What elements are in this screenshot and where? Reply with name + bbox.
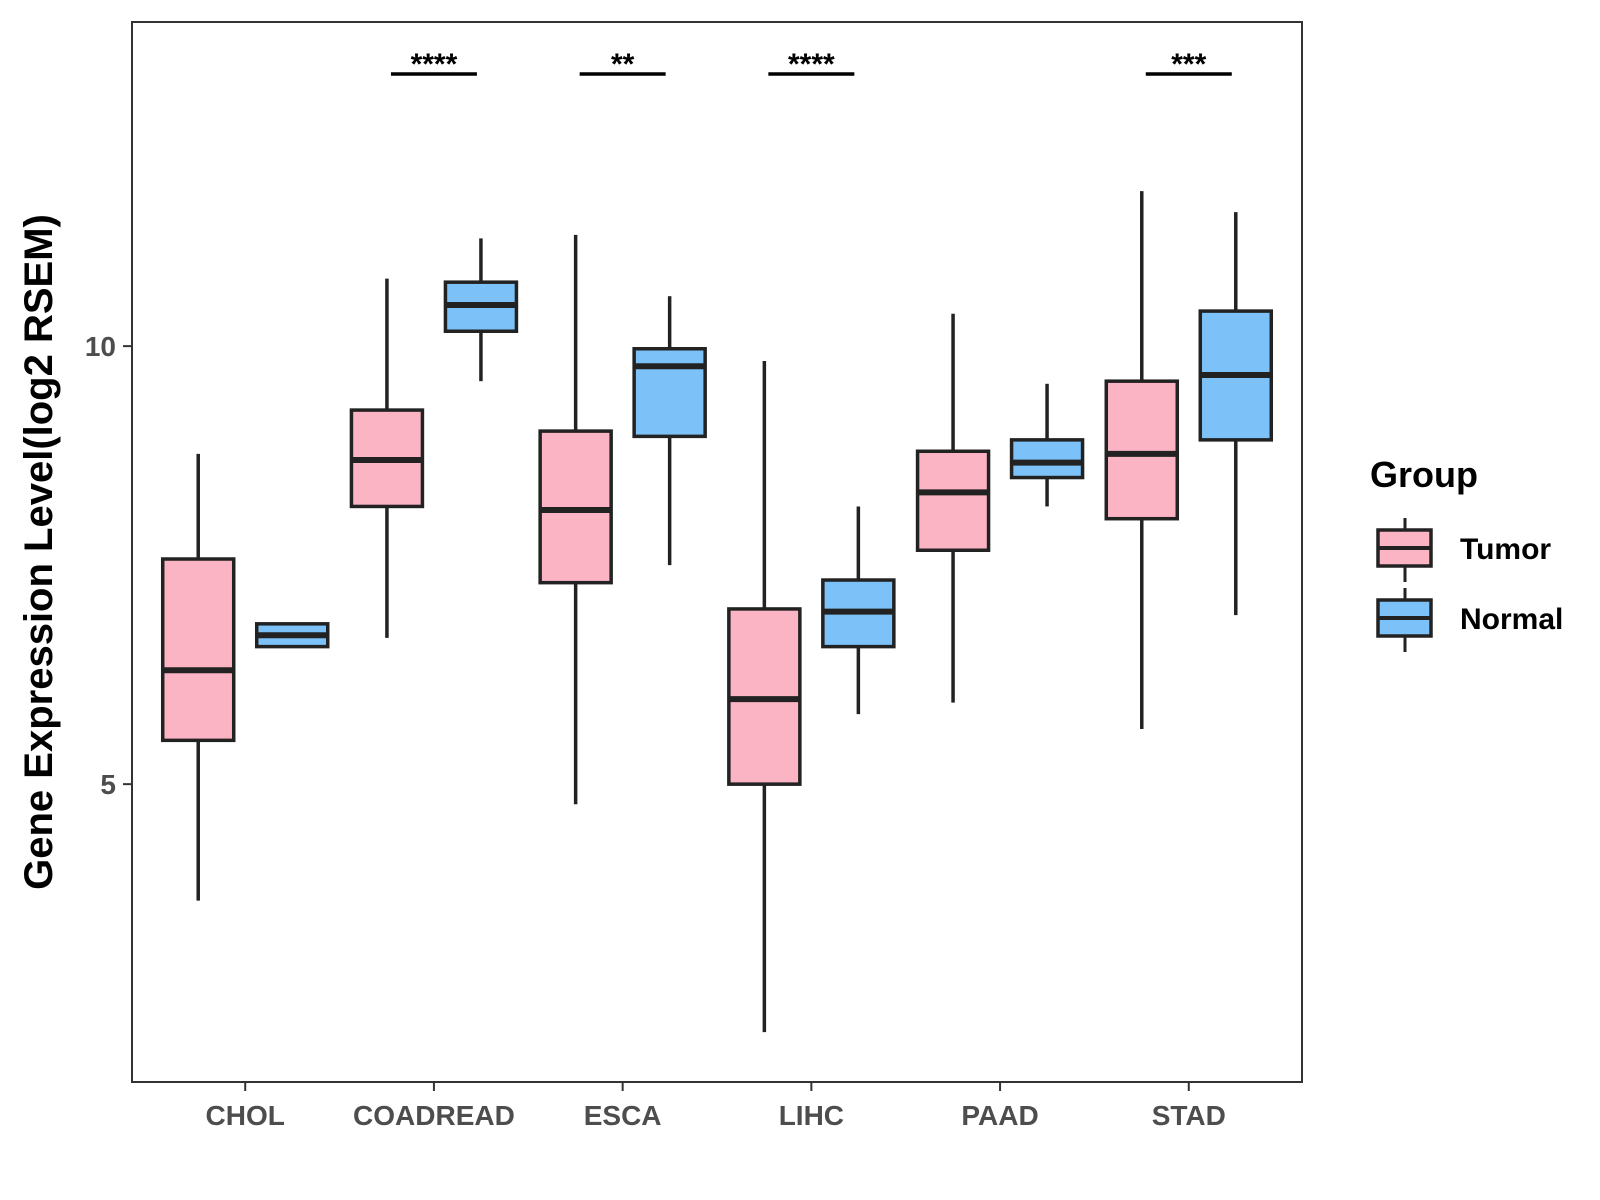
sig-label-lihc: **** (788, 48, 835, 81)
box-chol-tumor (160, 453, 236, 901)
plot-panel-border (131, 21, 1303, 1083)
legend-entry-normal: Normal (1376, 588, 1563, 652)
box-esca-normal (632, 296, 707, 566)
box-coadread-normal (443, 238, 519, 382)
box-coadread-tumor (349, 278, 425, 638)
box-lihc-normal (821, 506, 896, 715)
box-paad-normal (1009, 383, 1085, 507)
boxes-layer (160, 191, 1274, 1033)
box-lihc-tumor (727, 361, 802, 1033)
x-tick-label-esca: ESCA (584, 1100, 662, 1131)
y-tick-label-10: 10 (85, 331, 116, 362)
y-tick-label-5: 5 (100, 769, 116, 800)
legend-label-normal: Normal (1460, 603, 1563, 636)
y-axis: 5 10 (85, 331, 132, 800)
x-tick-label-stad: STAD (1152, 1100, 1226, 1131)
x-axis: CHOL COADREAD ESCA LIHC PAAD STAD (206, 1082, 1226, 1131)
box-body-esca-tumor (538, 429, 613, 585)
box-body-paad-normal (1009, 438, 1085, 480)
x-tick-label-lihc: LIHC (779, 1100, 844, 1131)
x-tick-label-chol: CHOL (206, 1100, 285, 1131)
box-stad-normal (1198, 212, 1274, 616)
sig-label-coadread: **** (411, 48, 458, 81)
legend-entry-tumor: Tumor (1376, 518, 1551, 582)
x-tick-label-coadread: COADREAD (353, 1100, 515, 1131)
legend: Group Tumor Normal (1370, 454, 1563, 652)
x-tick-label-paad: PAAD (961, 1100, 1038, 1131)
legend-label-tumor: Tumor (1460, 533, 1551, 566)
sig-label-stad: *** (1171, 48, 1206, 81)
y-axis-title: Gene Expression Level(log2 RSEM) (17, 214, 61, 890)
sig-label-esca: ** (611, 48, 635, 81)
box-body-esca-normal (632, 347, 707, 439)
box-body-chol-tumor (160, 557, 236, 743)
box-body-stad-tumor (1104, 379, 1180, 521)
box-stad-tumor (1104, 191, 1180, 729)
significance-layer: **** ** **** *** (390, 48, 1232, 81)
box-esca-tumor (538, 234, 613, 805)
box-chol-normal (254, 622, 330, 649)
legend-title: Group (1370, 454, 1478, 495)
box-body-paad-tumor (915, 449, 991, 552)
box-paad-tumor (915, 313, 991, 703)
